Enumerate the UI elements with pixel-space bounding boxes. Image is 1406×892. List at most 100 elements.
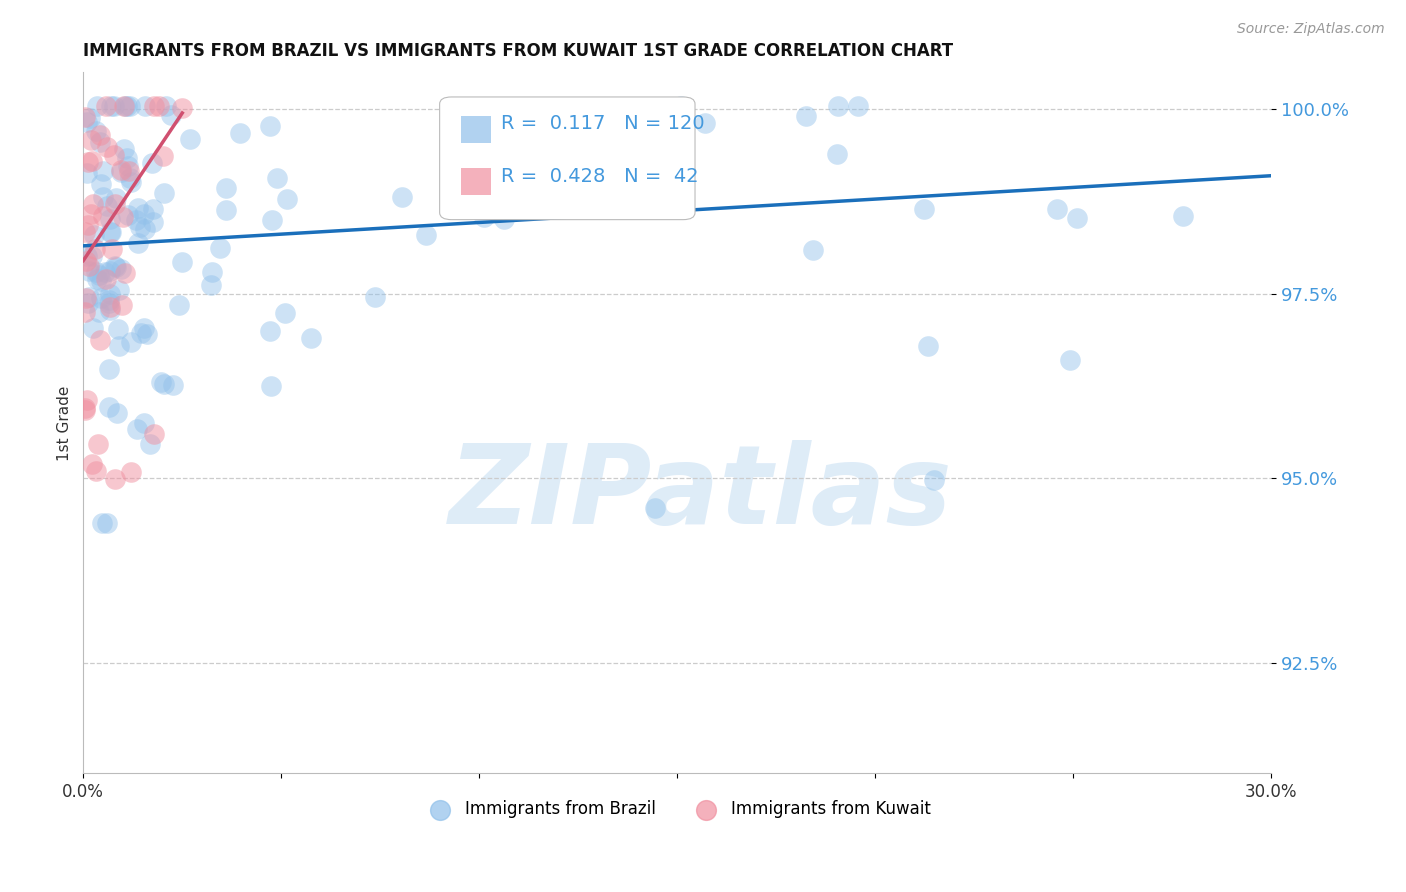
Point <box>98 225 121 239</box>
Point <box>215 203 238 218</box>
Point <box>82 249 104 263</box>
Point <box>150 375 173 389</box>
Point <box>80 154 103 169</box>
Point <box>96 272 118 286</box>
Y-axis label: 1st Grade: 1st Grade <box>58 385 72 460</box>
Point <box>75 401 97 416</box>
Point <box>125 212 148 227</box>
Point <box>82 321 104 335</box>
Point <box>98 264 121 278</box>
Point <box>134 98 156 112</box>
Point <box>82 197 104 211</box>
Text: IMMIGRANTS FROM BRAZIL VS IMMIGRANTS FROM KUWAIT 1ST GRADE CORRELATION CHART: IMMIGRANTS FROM BRAZIL VS IMMIGRANTS FRO… <box>83 42 953 60</box>
Point <box>143 426 166 441</box>
FancyBboxPatch shape <box>461 169 491 195</box>
Point <box>89 275 111 289</box>
Point <box>179 132 201 146</box>
Text: Source: ZipAtlas.com: Source: ZipAtlas.com <box>1237 22 1385 37</box>
Point <box>80 457 103 471</box>
Point <box>364 290 387 304</box>
Point <box>827 146 849 161</box>
Point <box>796 109 818 123</box>
Point <box>76 154 98 169</box>
Point <box>1066 211 1088 226</box>
Point <box>91 190 114 204</box>
Point <box>75 291 97 305</box>
Point <box>827 98 849 112</box>
Point <box>96 516 118 530</box>
Point <box>75 225 97 239</box>
Point <box>77 259 100 273</box>
Point <box>86 272 108 286</box>
Point <box>139 437 162 451</box>
Point <box>103 148 125 162</box>
Point <box>922 473 945 487</box>
Point <box>259 120 281 134</box>
Point <box>98 401 121 415</box>
Point <box>201 265 224 279</box>
Point <box>104 197 127 211</box>
Point <box>127 202 149 216</box>
Point <box>97 296 120 310</box>
Point <box>100 98 122 112</box>
Point <box>299 330 322 344</box>
Point <box>89 135 111 149</box>
Point <box>84 124 107 138</box>
Point <box>104 259 127 273</box>
Point <box>132 207 155 221</box>
Point <box>75 254 97 268</box>
Point <box>89 128 111 142</box>
Point <box>97 293 120 307</box>
Point <box>111 210 134 224</box>
Point <box>96 199 118 213</box>
Point <box>129 219 152 234</box>
Point <box>143 98 166 112</box>
Point <box>801 243 824 257</box>
Point <box>118 98 141 112</box>
Point <box>273 306 295 320</box>
Point <box>259 324 281 338</box>
Point <box>87 437 110 451</box>
Point <box>89 305 111 319</box>
Point <box>76 114 98 128</box>
Point <box>162 377 184 392</box>
Point <box>1171 209 1194 223</box>
Point <box>260 378 283 392</box>
Point <box>266 170 288 185</box>
Point <box>108 339 131 353</box>
Point <box>93 265 115 279</box>
Point <box>114 266 136 280</box>
Point <box>209 241 232 255</box>
Point <box>107 321 129 335</box>
Point <box>75 403 97 417</box>
Point <box>96 140 118 154</box>
Point <box>142 215 165 229</box>
Point <box>75 110 97 124</box>
Point <box>160 108 183 122</box>
Legend: Immigrants from Brazil, Immigrants from Kuwait: Immigrants from Brazil, Immigrants from … <box>416 793 938 825</box>
Point <box>125 422 148 436</box>
Point <box>846 98 869 112</box>
Point <box>1045 202 1067 216</box>
Point <box>657 184 679 198</box>
Point <box>104 260 127 275</box>
Point <box>110 262 132 277</box>
Point <box>94 98 117 112</box>
Point <box>132 320 155 334</box>
Point <box>98 302 121 317</box>
Point <box>110 165 132 179</box>
Point <box>98 286 121 301</box>
Text: ZIPatlas: ZIPatlas <box>449 440 953 547</box>
Point <box>86 98 108 112</box>
Point <box>118 170 141 185</box>
Point <box>120 334 142 349</box>
Point <box>142 202 165 216</box>
Point <box>101 242 124 256</box>
Point <box>172 255 194 269</box>
Point <box>669 98 692 112</box>
Point <box>391 190 413 204</box>
Point <box>172 101 194 115</box>
Point <box>77 290 100 304</box>
Point <box>112 98 135 112</box>
Point <box>75 305 97 319</box>
